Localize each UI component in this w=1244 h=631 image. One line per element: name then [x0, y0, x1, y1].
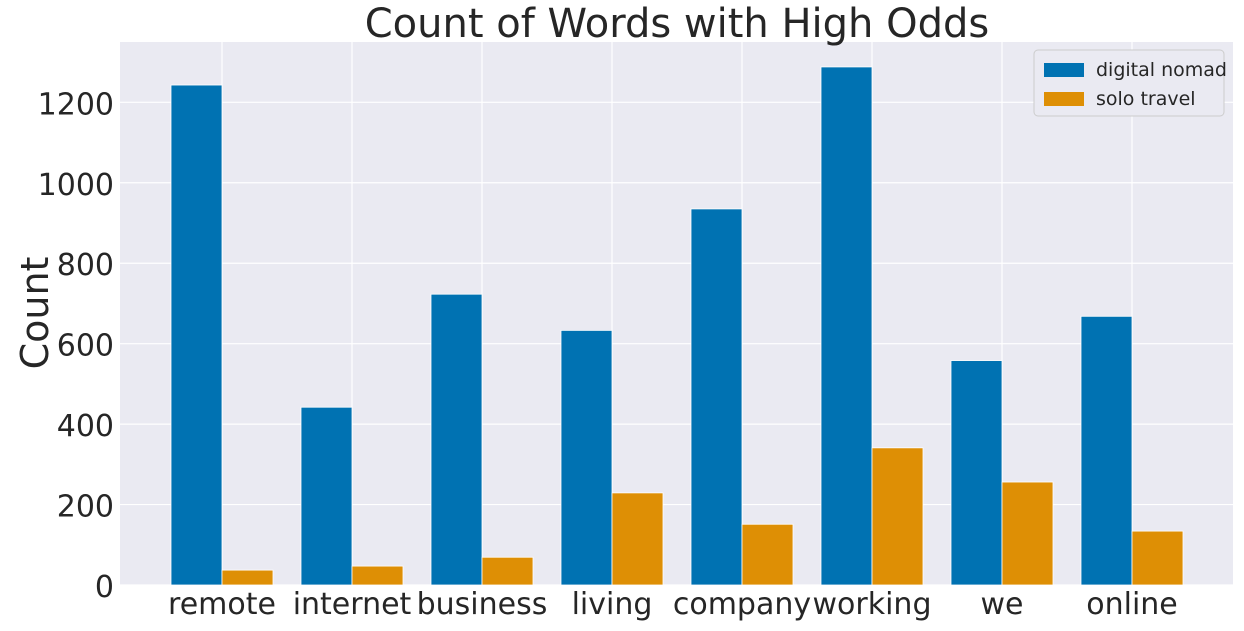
bar-solo-travel-working	[871, 447, 924, 586]
plot-area	[120, 42, 1233, 585]
x-tick-label: internet	[293, 587, 412, 622]
bar-solo-travel-we	[1001, 481, 1054, 586]
legend-label: digital nomad	[1096, 59, 1227, 81]
chart-title: Count of Words with High Odds	[365, 1, 989, 47]
bar-digital-nomad-working	[820, 66, 873, 586]
y-tick-label: 600	[57, 329, 114, 364]
x-tick-label: company	[673, 587, 811, 622]
y-tick-label: 1000	[38, 168, 114, 203]
bar-solo-travel-company	[741, 523, 794, 586]
y-tick-label: 1200	[38, 87, 114, 122]
x-tick-label: working	[813, 587, 932, 622]
y-axis-label: Count	[13, 257, 57, 370]
y-tick-label: 0	[95, 570, 114, 605]
y-tick-label: 800	[57, 248, 114, 283]
x-tick-label: online	[1086, 587, 1178, 622]
x-tick-label: business	[417, 587, 548, 622]
bar-digital-nomad-company	[690, 208, 743, 586]
x-tick-label: remote	[168, 587, 276, 622]
x-tick-label: living	[572, 587, 653, 622]
bar-solo-travel-business	[481, 556, 534, 586]
y-tick-label: 400	[57, 409, 114, 444]
bar-digital-nomad-remote	[170, 84, 223, 586]
bar-solo-travel-online	[1131, 530, 1184, 586]
bar-digital-nomad-internet	[300, 406, 353, 586]
legend-swatch	[1044, 92, 1084, 106]
bar-solo-travel-remote	[221, 569, 274, 586]
legend-label: solo travel	[1096, 88, 1196, 110]
legend-swatch	[1044, 63, 1084, 77]
bar-solo-travel-living	[611, 492, 664, 586]
bar-digital-nomad-online	[1080, 315, 1133, 586]
bar-solo-travel-internet	[351, 565, 404, 586]
y-tick-label: 200	[57, 490, 114, 525]
bar-digital-nomad-we	[950, 360, 1003, 586]
bar-digital-nomad-business	[430, 293, 483, 586]
bar-digital-nomad-living	[560, 329, 613, 586]
legend: digital nomad solo travel	[1033, 49, 1227, 117]
x-tick-label: we	[981, 587, 1024, 622]
